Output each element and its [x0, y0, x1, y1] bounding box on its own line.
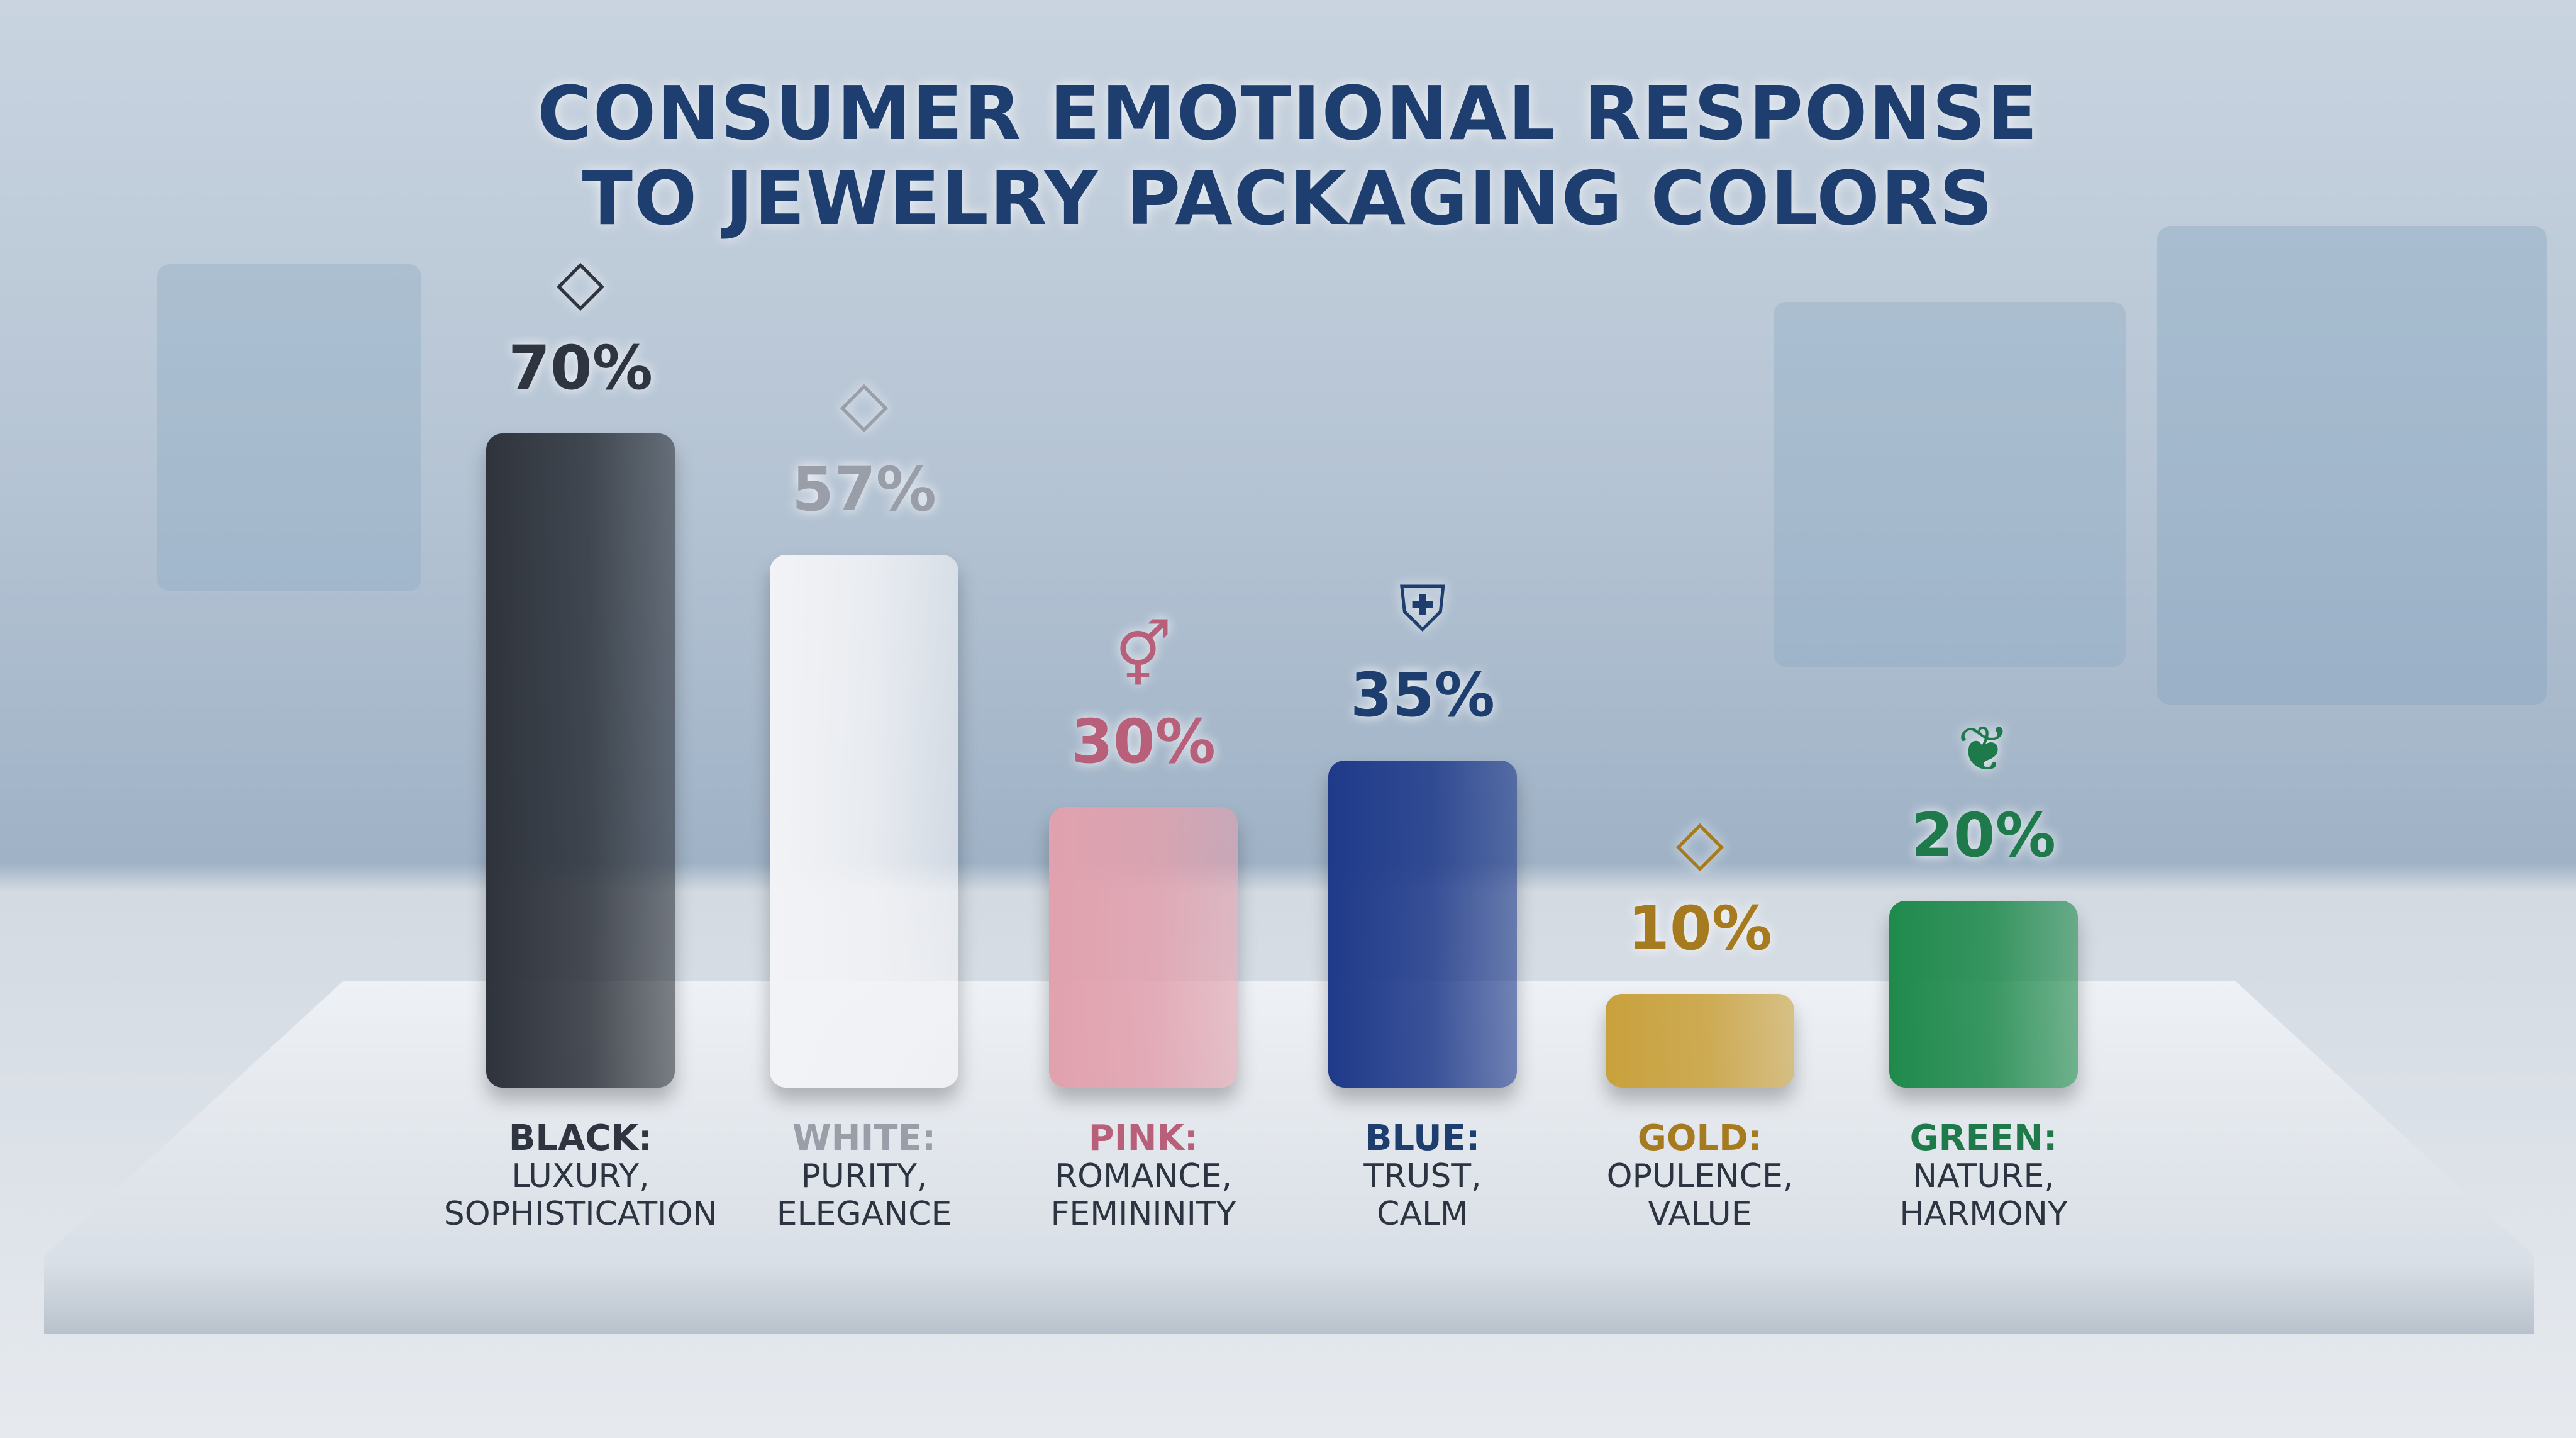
- diamond-icon: ◇: [1675, 805, 1724, 879]
- value-label: 57%: [792, 454, 936, 525]
- category-heading: WHITE:: [792, 1118, 936, 1159]
- category-description: ROMANCE,: [1054, 1157, 1233, 1195]
- category-description: VALUE: [1648, 1195, 1752, 1233]
- category-label: BLACK: LUXURY, SOPHISTICATION: [404, 1118, 757, 1234]
- category-label: PINK: ROMANCE, FEMININITY: [967, 1118, 1319, 1234]
- category-description: LUXURY,: [511, 1157, 650, 1195]
- category-description: FEMININITY: [1050, 1195, 1236, 1233]
- bar-gold: [1606, 994, 1794, 1088]
- display-platform: [44, 981, 2534, 1334]
- bar-black: [486, 433, 675, 1088]
- category-label: GREEN: NATURE, HARMONY: [1807, 1118, 2160, 1234]
- category-description: CALM: [1377, 1195, 1468, 1233]
- bar-blue: [1328, 761, 1517, 1088]
- category-heading: PINK:: [1088, 1118, 1199, 1159]
- value-label: 30%: [1071, 706, 1216, 778]
- shield-check-icon: ⛨: [1399, 572, 1446, 645]
- category-description: SOPHISTICATION: [443, 1195, 718, 1233]
- value-label: 10%: [1628, 893, 1772, 964]
- category-description: ELEGANCE: [776, 1195, 952, 1233]
- diamond-icon: ◇: [840, 366, 889, 440]
- plant-hand-icon: ❦: [1957, 711, 2010, 786]
- category-description: NATURE,: [1913, 1157, 2055, 1195]
- category-description: PURITY,: [801, 1157, 928, 1195]
- value-label: 35%: [1350, 660, 1495, 730]
- category-description: HARMONY: [1899, 1195, 2068, 1233]
- category-heading: BLACK:: [508, 1118, 653, 1159]
- category-heading: GREEN:: [1909, 1118, 2058, 1159]
- value-label: 20%: [1911, 800, 2056, 871]
- category-label: WHITE: PURITY, ELEGANCE: [688, 1118, 1040, 1234]
- category-description: OPULENCE,: [1606, 1157, 1794, 1195]
- bar-pink: [1049, 807, 1238, 1088]
- category-label: GOLD: OPULENCE, VALUE: [1524, 1118, 1876, 1234]
- chart-title-line-1: CONSUMER EMOTIONAL RESPONSE: [537, 70, 2039, 157]
- chart-title-line-2: TO JEWELRY PACKAGING COLORS: [582, 155, 1994, 242]
- value-label: 70%: [508, 333, 653, 403]
- category-heading: GOLD:: [1637, 1118, 1763, 1159]
- category-heading: BLUE:: [1365, 1118, 1480, 1159]
- category-label: BLUE: TRUST, CALM: [1246, 1118, 1599, 1234]
- gender-icon: ⚥: [1114, 618, 1172, 693]
- bar-white: [770, 555, 958, 1088]
- category-description: TRUST,: [1363, 1157, 1482, 1195]
- bar-green: [1889, 900, 2078, 1088]
- diamond-icon: ◇: [556, 245, 605, 318]
